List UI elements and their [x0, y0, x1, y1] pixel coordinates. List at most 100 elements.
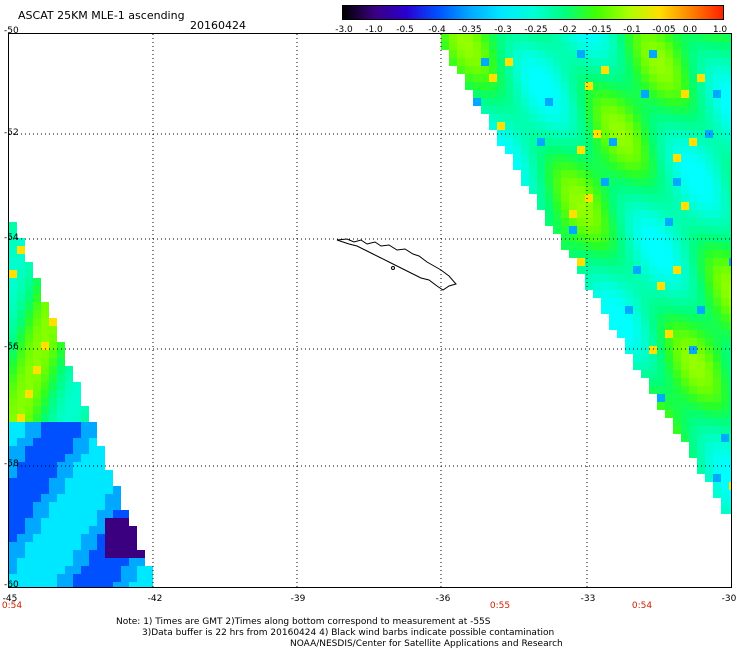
swath-cell-left: [41, 478, 49, 486]
swath-cell-right: [633, 346, 641, 354]
swath-cell-left: [73, 446, 81, 454]
swath-cell-right: [521, 106, 529, 114]
swath-cell-right: [665, 186, 673, 194]
swath-cell-right: [601, 98, 609, 106]
swath-cell-left: [89, 574, 97, 582]
swath-cell-right: [617, 42, 625, 50]
swath-cell-right: [689, 106, 697, 114]
swath-cell-left: [73, 422, 81, 430]
swath-cell-right: [505, 122, 513, 130]
swath-cell-left: [17, 582, 25, 587]
swath-cell-right: [601, 234, 609, 242]
swath-cell-right: [713, 194, 721, 202]
swath-cell-right: [601, 82, 609, 90]
swath-cell-right: [713, 490, 721, 498]
swath-cell-right: [569, 146, 577, 154]
swath-cell-right: [561, 186, 569, 194]
swath-cell-right: [681, 314, 689, 322]
swath-cell-right: [481, 66, 489, 74]
swath-cell-right: [537, 162, 545, 170]
swath-cell-right: [689, 250, 697, 258]
swath-cell-right: [673, 402, 681, 410]
swath-cell-right: [641, 258, 649, 266]
swath-cell-left: [41, 542, 49, 550]
swath-cell-right: [537, 82, 545, 90]
swath-cell-right: [633, 58, 641, 66]
swath-cell-right: [489, 106, 497, 114]
swath-cell-right: [585, 42, 593, 50]
map-panel: [8, 33, 732, 588]
swath-cell-right: [601, 242, 609, 250]
swath-cell-left: [9, 510, 17, 518]
swath-cell-right: [649, 50, 657, 58]
swath-cell-left: [65, 478, 73, 486]
swath-cell-right: [697, 426, 705, 434]
swath-cell-right: [729, 138, 731, 146]
swath-cell-right: [649, 306, 657, 314]
swath-cell-right: [633, 226, 641, 234]
swath-cell-left: [41, 382, 49, 390]
swath-cell-left: [25, 486, 33, 494]
swath-cell-right: [553, 186, 561, 194]
swath-cell-right: [633, 122, 641, 130]
swath-cell-right: [617, 194, 625, 202]
swath-cell-right: [665, 274, 673, 282]
swath-cell-right: [665, 242, 673, 250]
swath-cell-right: [673, 154, 681, 162]
swath-cell-right: [657, 210, 665, 218]
swath-cell-right: [569, 250, 577, 258]
swath-cell-left: [17, 326, 25, 334]
swath-cell-left: [33, 302, 41, 310]
swath-cell-right: [721, 218, 729, 226]
swath-cell-right: [585, 34, 593, 42]
swath-cell-right: [721, 170, 729, 178]
swath-cell-right: [609, 162, 617, 170]
swath-cell-right: [609, 90, 617, 98]
swath-cell-right: [681, 202, 689, 210]
swath-cell-right: [649, 98, 657, 106]
swath-cell-right: [729, 194, 731, 202]
swath-cell-right: [673, 34, 681, 42]
swath-cell-right: [593, 274, 601, 282]
swath-cell-right: [641, 186, 649, 194]
swath-cell-right: [513, 114, 521, 122]
lon-label-42: -42: [147, 594, 163, 604]
swath-cell-right: [657, 378, 665, 386]
swath-cell-right: [537, 154, 545, 162]
swath-cell-right: [697, 402, 705, 410]
swath-cell-left: [17, 310, 25, 318]
swath-cell-right: [553, 98, 561, 106]
swath-cell-right: [521, 42, 529, 50]
swath-cell-right: [633, 146, 641, 154]
swath-cell-right: [681, 234, 689, 242]
lon-label-45: -45: [2, 594, 18, 604]
swath-cell-right: [633, 274, 641, 282]
swath-cell-left: [89, 502, 97, 510]
swath-cell-right: [673, 410, 681, 418]
swath-cell-left: [65, 398, 73, 406]
swath-cell-left: [9, 486, 17, 494]
swath-cell-left: [81, 582, 89, 587]
swath-cell-right: [681, 58, 689, 66]
swath-cell-right: [641, 34, 649, 42]
swath-cell-right: [689, 266, 697, 274]
swath-cell-right: [681, 114, 689, 122]
swath-cell-right: [633, 322, 641, 330]
swath-cell-left: [57, 510, 65, 518]
swath-cell-left: [121, 566, 129, 574]
swath-cell-right: [721, 506, 729, 514]
swath-cell-right: [697, 90, 705, 98]
swath-cell-left: [25, 438, 33, 446]
swath-cell-right: [713, 74, 721, 82]
swath-cell-right: [705, 58, 713, 66]
swath-cell-right: [705, 290, 713, 298]
swath-cell-right: [585, 266, 593, 274]
swath-cell-right: [649, 210, 657, 218]
swath-cell-left: [129, 582, 137, 587]
swath-cell-right: [721, 314, 729, 322]
swath-cell-left: [33, 574, 41, 582]
swath-cell-right: [521, 34, 529, 42]
swath-cell-right: [729, 178, 731, 186]
swath-cell-right: [665, 74, 673, 82]
swath-cell-right: [697, 58, 705, 66]
